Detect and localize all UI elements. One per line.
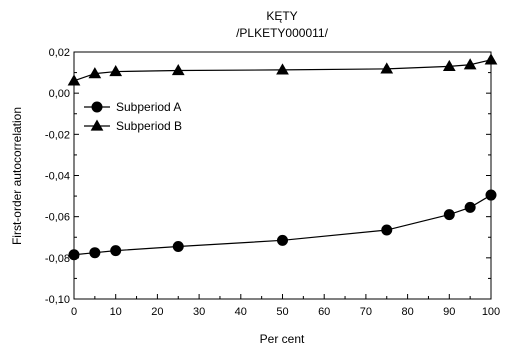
legend-series-b-label: Subperiod B (116, 119, 182, 133)
y-tick-label: -0,04 (45, 171, 70, 183)
x-tick-label: 10 (110, 306, 122, 318)
series-b-point (463, 58, 477, 70)
series-a-point (277, 234, 288, 246)
x-tick-label: 40 (235, 306, 247, 318)
y-tick-label: -0,08 (45, 253, 70, 265)
series-b-point (88, 67, 102, 79)
series-layer (67, 53, 498, 261)
series-a-point (110, 245, 122, 257)
x-tick-label: 80 (401, 306, 413, 318)
series-a-point (485, 189, 497, 201)
series-b-point (276, 63, 289, 75)
series-b-point (484, 53, 498, 65)
series-b-point (67, 74, 81, 86)
series-b-point (171, 64, 185, 76)
series-a-point (68, 249, 80, 261)
x-tick-label: 0 (71, 306, 77, 318)
chart-subtitle: /PLKETY000011/ (236, 26, 329, 40)
series-b-point (442, 59, 456, 72)
x-axis-label: Per cent (260, 332, 305, 346)
series-a-point (443, 209, 455, 221)
legend-series-a-marker (91, 101, 103, 113)
plot-frame (73, 51, 492, 300)
chart-legend: Subperiod A Subperiod B (84, 100, 182, 133)
series-b-point (109, 65, 123, 77)
y-axis-label: First-order autocorrelation (10, 107, 24, 245)
x-axis: 0 10 20 30 40 50 60 70 80 90 100 (71, 294, 500, 318)
x-tick-label: 30 (193, 306, 205, 318)
chart-title: KĘTY (266, 9, 297, 23)
x-tick-label: 60 (318, 306, 330, 318)
x-tick-label: 50 (276, 306, 288, 318)
y-tick-label: 0,02 (49, 47, 70, 59)
y-axis: -0,10 -0,08 -0,06 -0,04 -0,02 0,00 0,02 (45, 47, 491, 306)
x-tick-label: 90 (443, 306, 455, 318)
series-a-point (381, 224, 393, 236)
y-tick-label: -0,06 (45, 212, 70, 224)
legend-series-b-marker (90, 119, 104, 131)
legend-series-a-label: Subperiod A (116, 100, 181, 114)
series-a-point (172, 241, 184, 253)
series-a-point (464, 201, 476, 213)
y-tick-label: -0,10 (45, 294, 70, 306)
x-tick-label: 100 (482, 306, 500, 318)
y-tick-label: -0,02 (45, 129, 70, 141)
x-tick-label: 20 (151, 306, 163, 318)
series-b-point (380, 62, 394, 74)
x-tick-label: 70 (360, 306, 372, 318)
series-a-point (89, 247, 101, 259)
y-tick-label: 0,00 (49, 88, 70, 100)
